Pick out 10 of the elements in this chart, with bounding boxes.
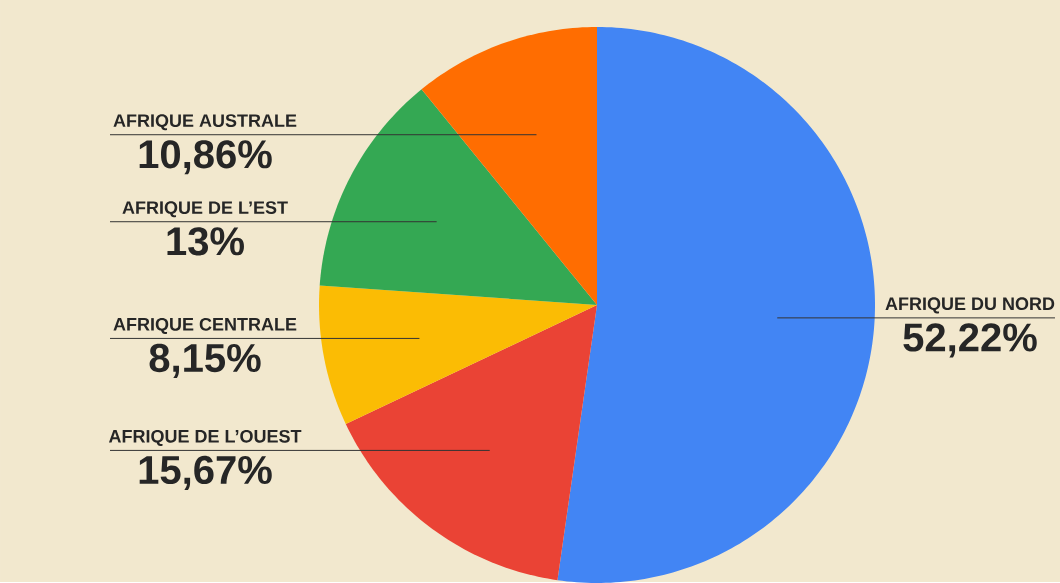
data-label: 52,22%	[903, 323, 1037, 358]
slice-label: AFRIQUE DU NORD	[885, 297, 1055, 314]
slice-label: AFRIQUE DE L’EST	[122, 201, 288, 218]
slice-label: AFRIQUE AUSTRALE	[113, 114, 297, 131]
data-label: 10,86%	[139, 140, 272, 175]
data-label: 13%	[167, 227, 244, 256]
data-label: 15,67%	[139, 455, 272, 490]
data-label: 8,15%	[149, 343, 261, 378]
slice-label: AFRIQUE CENTRALE	[113, 317, 297, 335]
slice-label: AFRIQUE DE L’OUEST	[108, 429, 302, 447]
